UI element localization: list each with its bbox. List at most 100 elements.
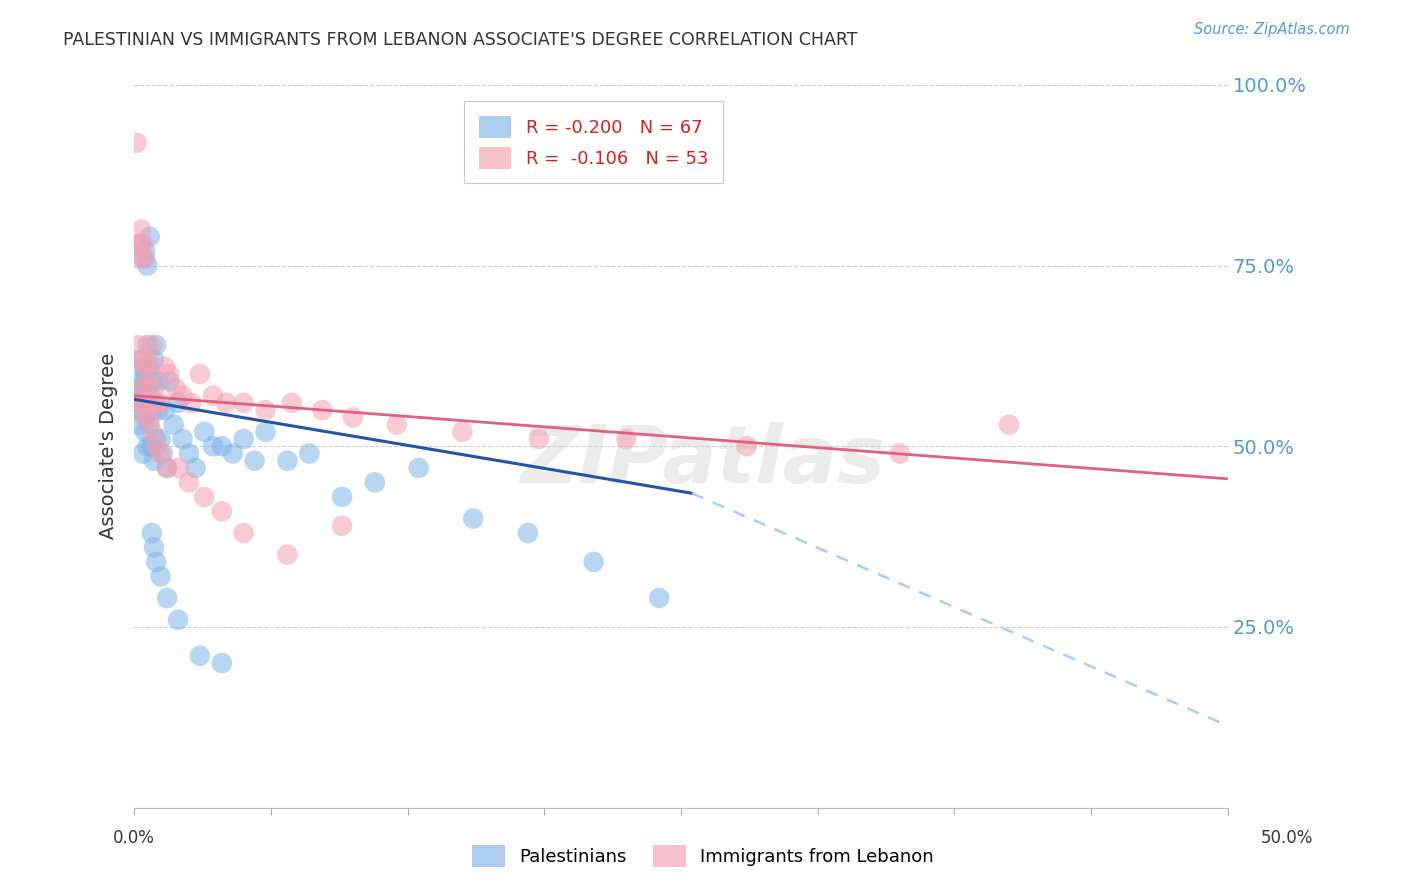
Point bbox=[141, 526, 163, 541]
Point bbox=[163, 417, 186, 432]
Point bbox=[149, 396, 172, 410]
Point bbox=[330, 490, 353, 504]
Legend: R = -0.200   N = 67, R =  -0.106   N = 53: R = -0.200 N = 67, R = -0.106 N = 53 bbox=[464, 101, 723, 183]
Point bbox=[145, 555, 167, 569]
Point bbox=[128, 417, 150, 432]
Point bbox=[128, 381, 150, 395]
Point bbox=[211, 656, 233, 670]
Point bbox=[254, 425, 277, 439]
Point bbox=[527, 432, 550, 446]
Point bbox=[167, 613, 190, 627]
Point bbox=[134, 252, 156, 266]
Point bbox=[243, 454, 266, 468]
Point bbox=[132, 396, 155, 410]
Point bbox=[134, 381, 156, 395]
Point bbox=[276, 548, 298, 562]
Point bbox=[408, 461, 430, 475]
Point bbox=[136, 381, 159, 395]
Point bbox=[616, 432, 638, 446]
Point bbox=[149, 432, 172, 446]
Point bbox=[145, 338, 167, 352]
Point bbox=[177, 475, 200, 490]
Text: 50.0%: 50.0% bbox=[1260, 829, 1313, 847]
Point bbox=[138, 367, 160, 381]
Point bbox=[141, 425, 163, 439]
Point bbox=[451, 425, 474, 439]
Point bbox=[141, 374, 163, 388]
Point bbox=[136, 439, 159, 453]
Point bbox=[138, 359, 160, 374]
Point bbox=[385, 417, 408, 432]
Point bbox=[128, 338, 150, 352]
Point bbox=[211, 439, 233, 453]
Point bbox=[138, 417, 160, 432]
Point bbox=[156, 591, 179, 605]
Point bbox=[222, 446, 245, 460]
Point bbox=[167, 396, 190, 410]
Point bbox=[138, 410, 160, 425]
Legend: Palestinians, Immigrants from Lebanon: Palestinians, Immigrants from Lebanon bbox=[465, 838, 941, 874]
Point bbox=[138, 389, 160, 403]
Point bbox=[193, 425, 215, 439]
Point bbox=[184, 461, 207, 475]
Point bbox=[188, 367, 211, 381]
Point bbox=[134, 367, 156, 381]
Point bbox=[177, 446, 200, 460]
Point bbox=[141, 439, 163, 453]
Point bbox=[125, 136, 148, 150]
Point bbox=[129, 374, 152, 388]
Point bbox=[211, 504, 233, 518]
Point bbox=[132, 396, 155, 410]
Point bbox=[582, 555, 605, 569]
Point bbox=[143, 352, 166, 367]
Point bbox=[232, 432, 254, 446]
Point bbox=[298, 446, 321, 460]
Point bbox=[134, 425, 156, 439]
Point bbox=[134, 410, 156, 425]
Text: 0.0%: 0.0% bbox=[112, 829, 155, 847]
Point bbox=[276, 454, 298, 468]
Point bbox=[232, 526, 254, 541]
Point bbox=[134, 244, 156, 259]
Point bbox=[129, 352, 152, 367]
Point bbox=[311, 403, 333, 417]
Point bbox=[152, 446, 174, 460]
Point bbox=[149, 446, 172, 460]
Point bbox=[215, 396, 238, 410]
Point bbox=[342, 410, 364, 425]
Point bbox=[153, 403, 176, 417]
Point bbox=[128, 236, 150, 251]
Point bbox=[138, 229, 160, 244]
Point bbox=[141, 338, 163, 352]
Point bbox=[136, 352, 159, 367]
Point bbox=[132, 389, 155, 403]
Point bbox=[136, 259, 159, 273]
Point bbox=[129, 222, 152, 236]
Point bbox=[128, 252, 150, 266]
Point bbox=[172, 389, 194, 403]
Text: ZIPatlas: ZIPatlas bbox=[520, 422, 886, 500]
Point bbox=[136, 396, 159, 410]
Point bbox=[129, 381, 152, 395]
Point bbox=[254, 403, 277, 417]
Y-axis label: Associate's Degree: Associate's Degree bbox=[100, 353, 118, 540]
Point bbox=[149, 569, 172, 583]
Point bbox=[180, 396, 202, 410]
Point bbox=[157, 367, 180, 381]
Point bbox=[148, 374, 170, 388]
Point bbox=[143, 541, 166, 555]
Point bbox=[132, 359, 155, 374]
Point bbox=[129, 403, 152, 417]
Point bbox=[141, 403, 163, 417]
Point bbox=[132, 252, 155, 266]
Point bbox=[157, 374, 180, 388]
Point bbox=[167, 461, 190, 475]
Point bbox=[165, 381, 187, 395]
Point bbox=[134, 359, 156, 374]
Point bbox=[202, 389, 225, 403]
Point bbox=[232, 396, 254, 410]
Point bbox=[136, 338, 159, 352]
Point bbox=[889, 446, 911, 460]
Point bbox=[648, 591, 671, 605]
Point bbox=[136, 396, 159, 410]
